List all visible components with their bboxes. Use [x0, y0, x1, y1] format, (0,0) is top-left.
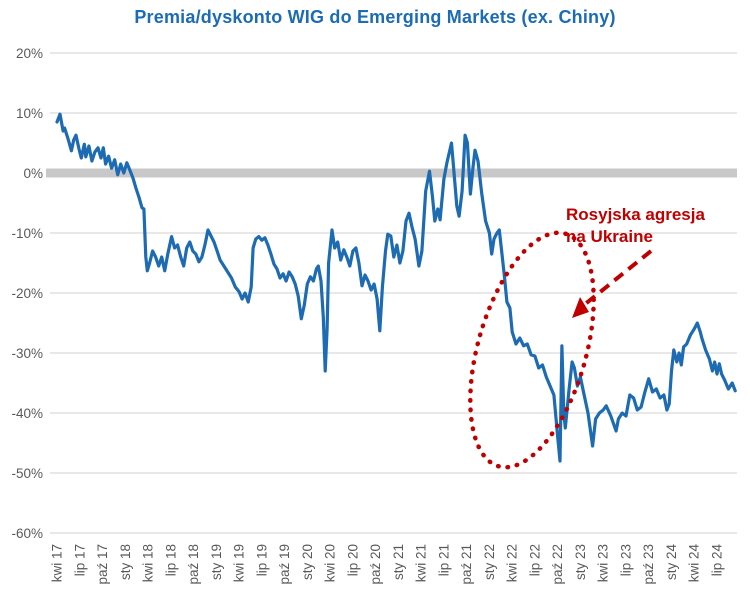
x-tick-label: kwi 22	[505, 544, 520, 582]
x-tick-label: sty 22	[482, 544, 497, 580]
gridlines	[50, 52, 737, 534]
war-annotation-line1: Rosyjska agresja	[566, 205, 705, 224]
x-axis-tick-labels: kwi 17 lip 17 paź 17 sty 18 kwi 18 lip 18 paź …	[50, 544, 725, 585]
x-tick-label: sty 23	[573, 544, 588, 580]
y-tick-label: -60%	[11, 526, 43, 541]
war-annotation-line2: na Ukraine	[566, 227, 653, 247]
x-tick-label: sty 21	[391, 544, 406, 580]
x-tick-label: kwi 18	[141, 544, 156, 582]
annotation-arrow-shaft	[582, 249, 653, 307]
x-tick-label: kwi 20	[323, 544, 338, 582]
x-tick-label: lip 23	[618, 544, 633, 576]
x-tick-label: kwi 23	[596, 544, 611, 582]
x-tick-label: paź 18	[186, 544, 201, 585]
x-tick-label: lip 18	[163, 544, 178, 576]
x-tick-label: kwi 24	[687, 544, 702, 583]
x-tick-label: paź 19	[277, 544, 292, 585]
zero-line-band	[46, 168, 737, 178]
x-tick-label: sty 18	[118, 544, 133, 580]
y-tick-label: -10%	[11, 226, 43, 241]
x-tick-label: lip 17	[72, 544, 87, 576]
x-tick-label: paź 17	[95, 544, 110, 585]
x-tick-label: kwi 17	[50, 544, 65, 582]
x-tick-label: lip 19	[254, 544, 269, 576]
x-tick-label: lip 22	[527, 544, 542, 576]
y-axis-tick-labels: 20% 10% 0% -10% -20% -30% -40% -50% -60%	[11, 46, 43, 541]
x-tick-label: lip 21	[436, 544, 451, 576]
y-tick-label: 10%	[16, 106, 43, 121]
x-tick-label: paź 22	[550, 544, 565, 585]
y-tick-label: -20%	[11, 286, 43, 301]
annotation-arrow-head-icon	[572, 297, 589, 318]
x-tick-label: lip 20	[345, 544, 360, 576]
x-tick-label: kwi 19	[232, 544, 247, 582]
y-tick-label: -30%	[11, 346, 43, 361]
war-annotation-label: Rosyjska agresja na Ukraine	[566, 204, 736, 249]
y-tick-label: -40%	[11, 406, 43, 421]
x-tick-label: paź 20	[368, 544, 383, 585]
x-tick-label: kwi 21	[414, 544, 429, 582]
series-line	[55, 112, 737, 463]
war-annotation-ellipse	[468, 230, 596, 470]
x-tick-label: paź 21	[459, 544, 474, 585]
x-tick-label: lip 24	[709, 544, 724, 577]
x-tick-label: sty 24	[664, 544, 679, 581]
x-tick-label: sty 19	[209, 544, 224, 580]
y-tick-label: 0%	[23, 166, 43, 181]
x-tick-label: sty 20	[300, 544, 315, 580]
y-tick-label: 20%	[16, 46, 43, 61]
x-tick-label: paź 23	[641, 544, 656, 585]
chart-title: Premia/dyskonto WIG do Emerging Markets …	[134, 7, 616, 27]
y-tick-label: -50%	[11, 466, 43, 481]
